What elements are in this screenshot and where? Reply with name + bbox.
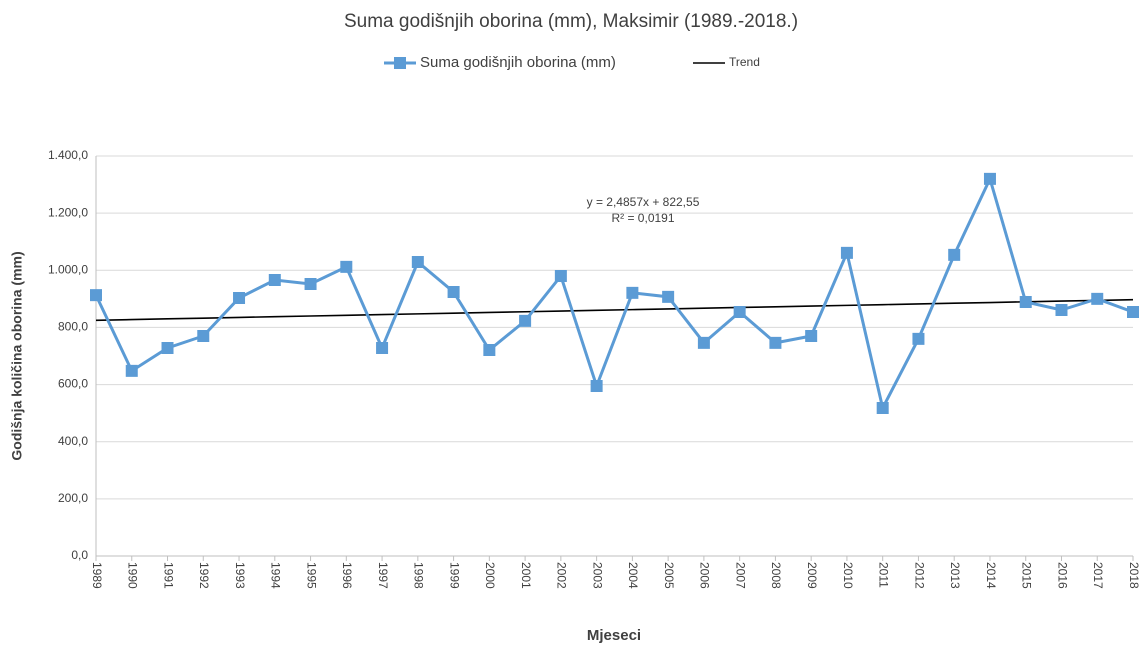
annotation: y = 2,4857x + 822,55 [587, 195, 700, 209]
x-tick-label: 2000 [483, 562, 497, 589]
data-point [912, 332, 925, 345]
trend-line [95, 298, 1134, 322]
data-point [1091, 292, 1104, 305]
y-tick-label: 600,0 [58, 377, 88, 391]
data-point [876, 402, 889, 414]
y-axis-label: Godišnja količina oborina (mm) [9, 251, 25, 460]
x-tick-label: 2013 [948, 562, 962, 589]
data-point [1019, 296, 1032, 308]
x-tick-label: 1991 [161, 562, 175, 589]
x-tick-label: 1989 [90, 562, 104, 589]
x-tick-label: 2006 [698, 562, 712, 589]
data-point [519, 314, 532, 327]
data-point [1127, 306, 1139, 318]
x-tick-label: 2003 [590, 562, 604, 589]
data-point [340, 260, 353, 273]
legend-label: Suma godišnjih oborina (mm) [420, 54, 616, 71]
x-tick-label: 2007 [733, 562, 747, 589]
legend-marker [394, 57, 406, 69]
y-tick-label: 800,0 [58, 320, 88, 334]
x-tick-label: 1993 [233, 562, 247, 589]
data-point [304, 278, 317, 290]
x-tick-label: 2017 [1091, 562, 1105, 589]
data-point [983, 172, 996, 185]
data-point [554, 270, 567, 282]
data-point [805, 330, 818, 342]
x-tick-label: 2014 [984, 562, 998, 589]
x-tick-label: 2001 [519, 562, 533, 589]
x-tick-label: 2011 [877, 562, 891, 588]
data-point [447, 286, 460, 298]
legend-label: Trend [729, 55, 760, 69]
y-tick-label: 1.400,0 [48, 148, 88, 162]
x-tick-label: 1994 [269, 562, 283, 589]
x-axis-label: Mjeseci [587, 627, 641, 644]
y-tick-label: 0,0 [71, 548, 88, 562]
x-tick-label: 2004 [626, 562, 640, 589]
x-tick-label: 1997 [376, 562, 390, 589]
data-point [90, 289, 102, 302]
data-point [376, 342, 389, 354]
x-tick-label: 1998 [412, 562, 426, 589]
x-tick-label: 2009 [805, 562, 819, 589]
data-point [948, 248, 961, 261]
y-tick-label: 1.000,0 [48, 262, 88, 276]
y-tick-label: 400,0 [58, 434, 88, 448]
chart-title: Suma godišnjih oborina (mm), Maksimir (1… [344, 11, 798, 32]
data-point [1055, 304, 1068, 316]
x-tick-label: 2018 [1127, 562, 1141, 589]
data-point [840, 246, 853, 259]
x-tick-label: 2002 [555, 562, 569, 589]
x-tick-label: 1996 [340, 562, 354, 589]
data-point [125, 364, 138, 377]
data-point [662, 290, 675, 303]
x-tick-label: 2008 [769, 562, 783, 589]
data-point [161, 342, 174, 354]
x-tick-label: 1999 [447, 562, 461, 589]
data-point [769, 336, 782, 349]
x-tick-label: 1992 [197, 562, 211, 589]
data-point [590, 380, 603, 392]
data-point [483, 344, 496, 356]
x-tick-label: 2005 [662, 562, 676, 589]
x-tick-label: 1990 [126, 562, 140, 589]
y-tick-label: 200,0 [58, 491, 88, 505]
data-point [411, 256, 424, 268]
x-tick-label: 1995 [304, 562, 318, 589]
annotation: R² = 0,0191 [611, 211, 674, 225]
y-tick-label: 1.200,0 [48, 205, 88, 219]
x-tick-label: 2012 [912, 562, 926, 589]
x-tick-label: 2015 [1020, 562, 1034, 589]
data-point [197, 330, 210, 342]
x-tick-label: 2010 [841, 562, 855, 589]
data-point [697, 336, 710, 349]
data-point [233, 292, 246, 304]
x-tick-label: 2016 [1055, 562, 1069, 589]
data-point [268, 274, 281, 286]
data-point [626, 286, 639, 299]
data-point [733, 306, 746, 318]
